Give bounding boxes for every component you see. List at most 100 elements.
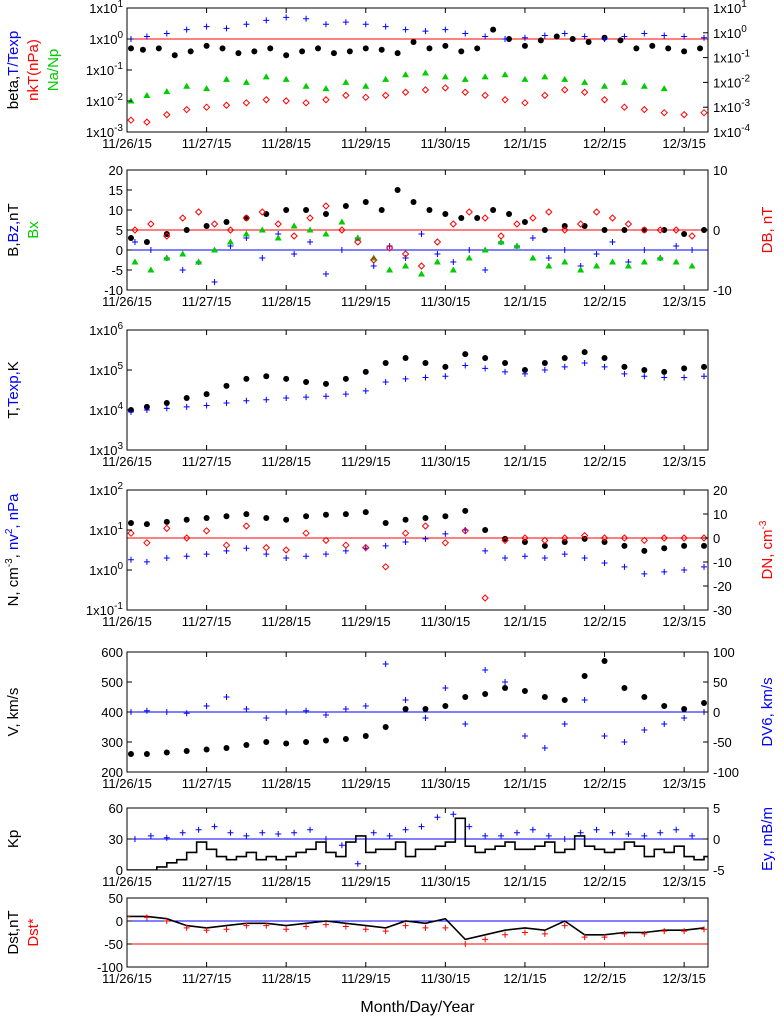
- point-temperature-0-18: [482, 354, 489, 361]
- point-density-1-18: [482, 547, 489, 554]
- left-tick-label-magnetic-field-4: 10: [109, 203, 123, 218]
- point-temperature-1-1: [143, 407, 150, 413]
- point-magnetic-field-2-18: [417, 270, 425, 277]
- point-beta-ratio-2-1: [143, 92, 151, 99]
- point-density-1-15: [422, 535, 429, 542]
- point-density-0-12: [362, 509, 369, 516]
- point-density-0-22: [561, 539, 568, 546]
- series-group-beta-ratio: [127, 14, 708, 126]
- x-tick-label-density-4: 11/30/15: [421, 614, 471, 629]
- point-beta-ratio-2-8: [282, 75, 290, 82]
- point-beta-ratio-3-15: [421, 86, 430, 94]
- x-tick-label-density-0: 11/26/15: [102, 614, 152, 629]
- left-tick-label-velocity-2: 400: [101, 705, 123, 720]
- left-axis-label-dst-part-0: Dst,nT: [5, 910, 22, 954]
- point-density-1-29: [701, 563, 708, 570]
- point-beta-ratio-0-0: [127, 45, 134, 52]
- x-tick-label-beta-ratio-7: 12/3/15: [662, 136, 705, 151]
- point-velocity-0-20: [521, 688, 528, 694]
- point-density-2-14: [401, 529, 410, 537]
- point-magnetic-field-2-1: [147, 266, 155, 273]
- point-velocity-1-27: [661, 721, 668, 727]
- point-magnetic-field-0-17: [442, 211, 449, 217]
- point-velocity-0-1: [143, 751, 150, 757]
- x-tick-label-temperature-7: 12/3/15: [662, 454, 705, 469]
- point-dst-1-29: [701, 926, 708, 933]
- point-beta-ratio-0-9: [267, 45, 274, 52]
- x-tick-label-temperature-5: 12/1/15: [503, 454, 546, 469]
- series-group-temperature: [127, 349, 708, 415]
- point-beta-ratio-0-31: [617, 37, 624, 44]
- point-density-1-0: [127, 556, 134, 563]
- point-magnetic-field-0-22: [521, 219, 528, 225]
- point-kp-ey-1-32: [641, 832, 648, 839]
- point-magnetic-field-1-18: [418, 231, 425, 237]
- left-tick-label-beta-ratio-1-base: 1x10: [86, 94, 114, 109]
- point-temperature-0-7: [263, 373, 270, 380]
- point-density-2-15: [421, 522, 430, 530]
- point-beta-ratio-3-9: [302, 99, 310, 107]
- x-tick-label-kp-ey-2: 11/28/15: [261, 874, 311, 889]
- point-magnetic-field-1-0: [131, 239, 138, 245]
- point-kp-ey-1-23: [498, 832, 505, 839]
- point-velocity-0-23: [581, 673, 588, 679]
- point-temperature-0-13: [382, 359, 389, 366]
- point-magnetic-field-2-20: [449, 266, 457, 273]
- right-tick-label-beta-ratio-0-base: 1x10: [713, 125, 741, 140]
- point-velocity-0-4: [203, 746, 210, 753]
- point-velocity-1-8: [283, 709, 290, 715]
- point-beta-ratio-0-17: [394, 50, 401, 57]
- point-kp-ey-1-12: [322, 836, 329, 842]
- right-axis-label-velocity: DV6, km/s: [759, 677, 776, 746]
- point-temperature-0-10: [322, 380, 329, 387]
- point-magnetic-field-2-6: [226, 238, 234, 245]
- point-magnetic-field-2-22: [481, 246, 489, 253]
- point-density-2-0: [127, 529, 135, 537]
- point-magnetic-field-2-3: [179, 250, 187, 257]
- x-tick-label-velocity-4: 11/30/15: [421, 776, 471, 791]
- point-beta-ratio-3-18: [481, 91, 489, 100]
- left-tick-label-beta-ratio-3: 1x100: [89, 30, 123, 47]
- x-tick-label-temperature-2: 11/28/15: [261, 454, 311, 469]
- point-density-0-0: [127, 519, 134, 526]
- point-dst-1-8: [283, 926, 290, 933]
- point-dst-1-22: [561, 922, 568, 929]
- point-magnetic-field-2-29: [593, 262, 601, 269]
- point-kp-ey-1-7: [243, 832, 250, 839]
- point-velocity-0-27: [661, 703, 668, 709]
- series-velocity-1: [127, 661, 708, 751]
- point-velocity-1-25: [621, 739, 628, 745]
- point-magnetic-field-0-15: [410, 199, 417, 205]
- point-dst-1-25: [621, 930, 628, 937]
- left-axis-label-temperature-part-1: Texp,: [5, 371, 22, 407]
- point-density-0-11: [342, 511, 349, 518]
- left-axis-label3-beta-ratio: Na/Np: [45, 49, 62, 92]
- x-tick-label-magnetic-field-4: 11/30/15: [421, 294, 471, 309]
- point-magnetic-field-0-14: [394, 187, 401, 193]
- point-magnetic-field-3-20: [449, 220, 458, 228]
- right-tick-label-beta-ratio-0: 1x10-4: [713, 123, 751, 140]
- point-magnetic-field-0-12: [362, 199, 369, 205]
- series-beta-ratio-0: [127, 26, 704, 59]
- point-kp-ey-1-34: [673, 826, 680, 833]
- x-tick-label-kp-ey-5: 12/1/15: [503, 874, 546, 889]
- x-tick-label-velocity-3: 11/29/15: [341, 776, 391, 791]
- point-velocity-1-21: [541, 745, 548, 751]
- series-path-kp-ey-0: [127, 817, 708, 870]
- left-tick-label-velocity-0: 200: [101, 765, 123, 780]
- right-tick-label-magnetic-field-0: -10: [713, 283, 732, 298]
- point-velocity-1-2: [163, 709, 170, 715]
- point-density-1-7: [263, 551, 270, 558]
- left-tick-label-density-3: 1x102: [89, 481, 123, 498]
- point-beta-ratio-3-13: [381, 91, 390, 100]
- left-tick-label-velocity-4: 600: [101, 645, 123, 660]
- point-magnetic-field-0-16: [426, 207, 433, 213]
- point-kp-ey-1-6: [227, 829, 234, 836]
- left-axis-label-magnetic-field-part-1: Bz,: [5, 221, 22, 243]
- point-beta-ratio-1-29: [701, 34, 708, 41]
- point-beta-ratio-1-25: [621, 33, 628, 40]
- x-tick-label-magnetic-field-6: 12/2/15: [583, 294, 626, 309]
- point-magnetic-field-1-26: [545, 255, 552, 261]
- left-tick-label-temperature-1-base: 1x10: [89, 403, 117, 418]
- point-kp-ey-1-17: [402, 826, 409, 833]
